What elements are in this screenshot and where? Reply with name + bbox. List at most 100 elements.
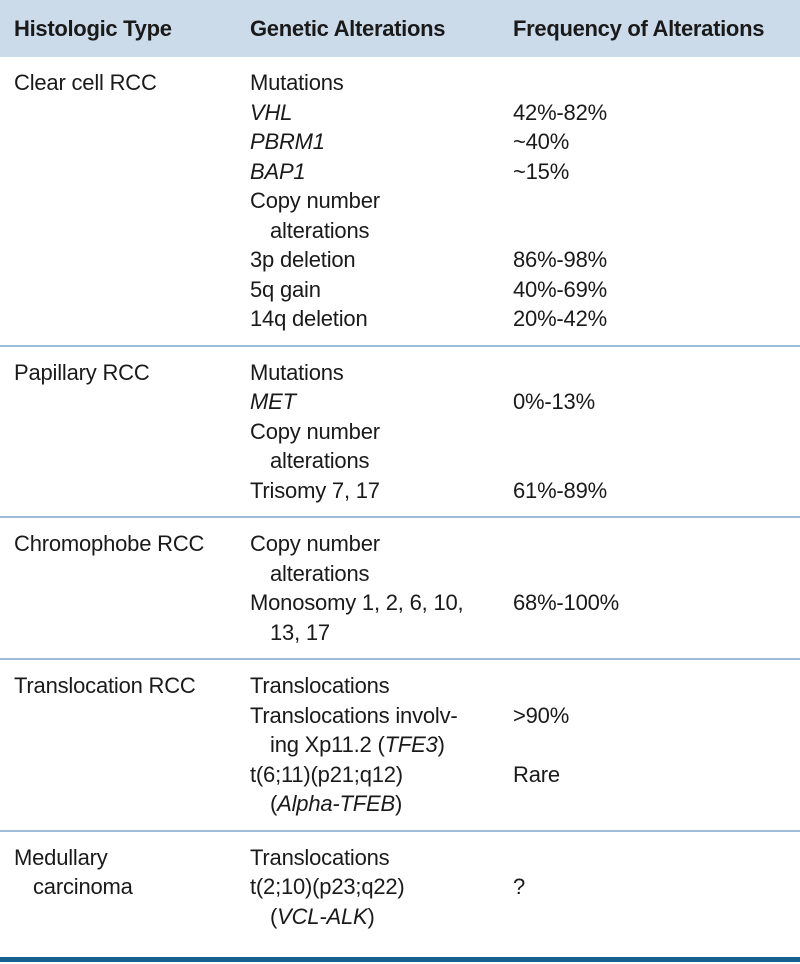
genetic-alteration-line: VHL xyxy=(250,98,513,128)
frequency-value xyxy=(513,559,800,589)
genetic-alteration-line: 3p deletion xyxy=(250,245,513,275)
alteration-text: alterations xyxy=(270,560,370,586)
alteration-text: ) xyxy=(437,732,445,757)
alteration-text: Mutations xyxy=(250,359,344,385)
histologic-type-line xyxy=(14,387,250,417)
alteration-text: 5q gain xyxy=(250,276,321,302)
genetic-alteration-line: Monosomy 1, 2, 6, 10, xyxy=(250,588,513,618)
gene-name-italic: Alpha-TFEB xyxy=(277,791,395,816)
header-histologic-type: Histologic Type xyxy=(14,15,172,41)
alteration-text: ) xyxy=(367,903,375,929)
histologic-type-line: carcinoma xyxy=(33,874,133,899)
gene-name-italic: VHL xyxy=(250,99,293,125)
histologic-type-line xyxy=(14,559,250,589)
histologic-type-line: Clear cell RCC xyxy=(14,70,157,95)
frequency-value xyxy=(513,618,800,648)
table-body: Clear cell RCC Mutations VHL 42%-82% PBRM1 ~4… xyxy=(0,57,800,957)
alteration-text: alterations xyxy=(270,448,370,473)
genetic-alteration-line: (Alpha-TFEB) xyxy=(250,789,513,819)
histologic-type-line xyxy=(14,730,250,760)
alteration-text: ) xyxy=(394,791,403,816)
histologic-type-line xyxy=(14,902,250,932)
genetic-alteration-line: BAP1 xyxy=(250,157,513,187)
histologic-type-line: Translocation RCC xyxy=(14,673,196,698)
frequency-value xyxy=(513,529,800,559)
histologic-type-line xyxy=(14,304,250,334)
alteration-text: ( xyxy=(270,903,278,929)
histologic-type-line: Chromophobe RCC xyxy=(14,531,205,556)
table-section-3: Translocation RCC Translocations Transloca… xyxy=(0,658,800,830)
histologic-type-line xyxy=(14,618,250,648)
histologic-type-line: Papillary RCC xyxy=(14,359,150,385)
alteration-text: t(6;11)(p21;q12) xyxy=(250,761,403,787)
table-header-row: Histologic Type Genetic Alterations Freq… xyxy=(0,0,800,57)
genetic-alteration-line: t(2;10)(p23;q22) xyxy=(250,872,513,902)
frequency-value: 40%-69% xyxy=(513,276,607,302)
header-frequency-of-alterations: Frequency of Alterations xyxy=(513,15,765,41)
frequency-value xyxy=(513,358,800,388)
frequency-value xyxy=(513,671,800,701)
alteration-text: Copy number xyxy=(250,418,380,444)
frequency-value: ? xyxy=(513,874,526,899)
histologic-type-line xyxy=(14,127,250,157)
frequency-value xyxy=(513,789,800,819)
histologic-type-line: Medullary xyxy=(14,844,108,870)
frequency-value: 0%-13% xyxy=(513,389,595,414)
alteration-text: Trisomy 7, 17 xyxy=(250,477,380,503)
histologic-type-line xyxy=(14,275,250,305)
genetic-alteration-line: Copy number xyxy=(250,529,513,559)
frequency-value: 86%-98% xyxy=(513,247,607,272)
alteration-text: t(2;10)(p23;q22) xyxy=(250,874,405,899)
frequency-value: Rare xyxy=(513,761,560,787)
histologic-type-line xyxy=(14,417,250,447)
frequency-value xyxy=(513,68,800,98)
histologic-type-line xyxy=(14,476,250,506)
alteration-text: ( xyxy=(270,791,278,816)
gene-name-italic: BAP1 xyxy=(250,158,306,184)
alteration-text: 3p deletion xyxy=(250,247,356,272)
genetic-alteration-line: MET xyxy=(250,387,513,417)
frequency-value xyxy=(513,446,800,476)
table-section-0: Clear cell RCC Mutations VHL 42%-82% PBRM1 ~4… xyxy=(0,57,800,345)
histologic-type-line xyxy=(14,789,250,819)
histologic-type-line xyxy=(14,216,250,246)
histologic-type-line xyxy=(14,588,250,618)
frequency-value: 42%-82% xyxy=(513,99,607,125)
genetic-alteration-line: PBRM1 xyxy=(250,127,513,157)
histologic-type-line xyxy=(14,98,250,128)
gene-name-italic: TFE3 xyxy=(384,732,438,757)
genetic-alteration-line: Translocations xyxy=(250,843,513,873)
alteration-text: alterations xyxy=(270,217,370,243)
alteration-text: Translocations involv- xyxy=(250,702,458,728)
alteration-text: 13, 17 xyxy=(270,619,330,645)
alteration-text: Translocations xyxy=(250,673,390,698)
genetic-alteration-line: alterations xyxy=(250,216,513,246)
genetic-alteration-line: 14q deletion xyxy=(250,304,513,334)
alteration-text: Copy number xyxy=(250,531,380,556)
alteration-text: Mutations xyxy=(250,70,344,95)
genetic-alteration-line: Translocations involv- xyxy=(250,701,513,731)
frequency-value xyxy=(513,216,800,246)
frequency-value: 61%-89% xyxy=(513,477,607,503)
gene-name-italic: MET xyxy=(250,389,296,414)
histologic-type-line xyxy=(14,157,250,187)
genetic-alteration-line: t(6;11)(p21;q12) xyxy=(250,760,513,790)
genetic-alteration-line: 13, 17 xyxy=(250,618,513,648)
genetic-alteration-line: ing Xp11.2 (TFE3) xyxy=(250,730,513,760)
alteration-text: Monosomy 1, 2, 6, 10, xyxy=(250,590,464,615)
frequency-value: 68%-100% xyxy=(513,590,620,615)
genetic-alteration-line: Translocations xyxy=(250,671,513,701)
frequency-value xyxy=(513,902,800,932)
genetic-alteration-line: (VCL-ALK) xyxy=(250,902,513,932)
genetic-alteration-line: 5q gain xyxy=(250,275,513,305)
alteration-text: Copy number xyxy=(250,188,380,213)
histologic-type-line xyxy=(14,245,250,275)
genetic-alteration-line: Mutations xyxy=(250,68,513,98)
frequency-value xyxy=(513,186,800,216)
genetic-alteration-line: Copy number xyxy=(250,417,513,447)
alteration-text: 14q deletion xyxy=(250,306,368,331)
histologic-type-line xyxy=(14,760,250,790)
table-section-1: Papillary RCC Mutations MET 0%-13% Copy numb… xyxy=(0,344,800,517)
header-genetic-alterations: Genetic Alterations xyxy=(250,15,446,41)
